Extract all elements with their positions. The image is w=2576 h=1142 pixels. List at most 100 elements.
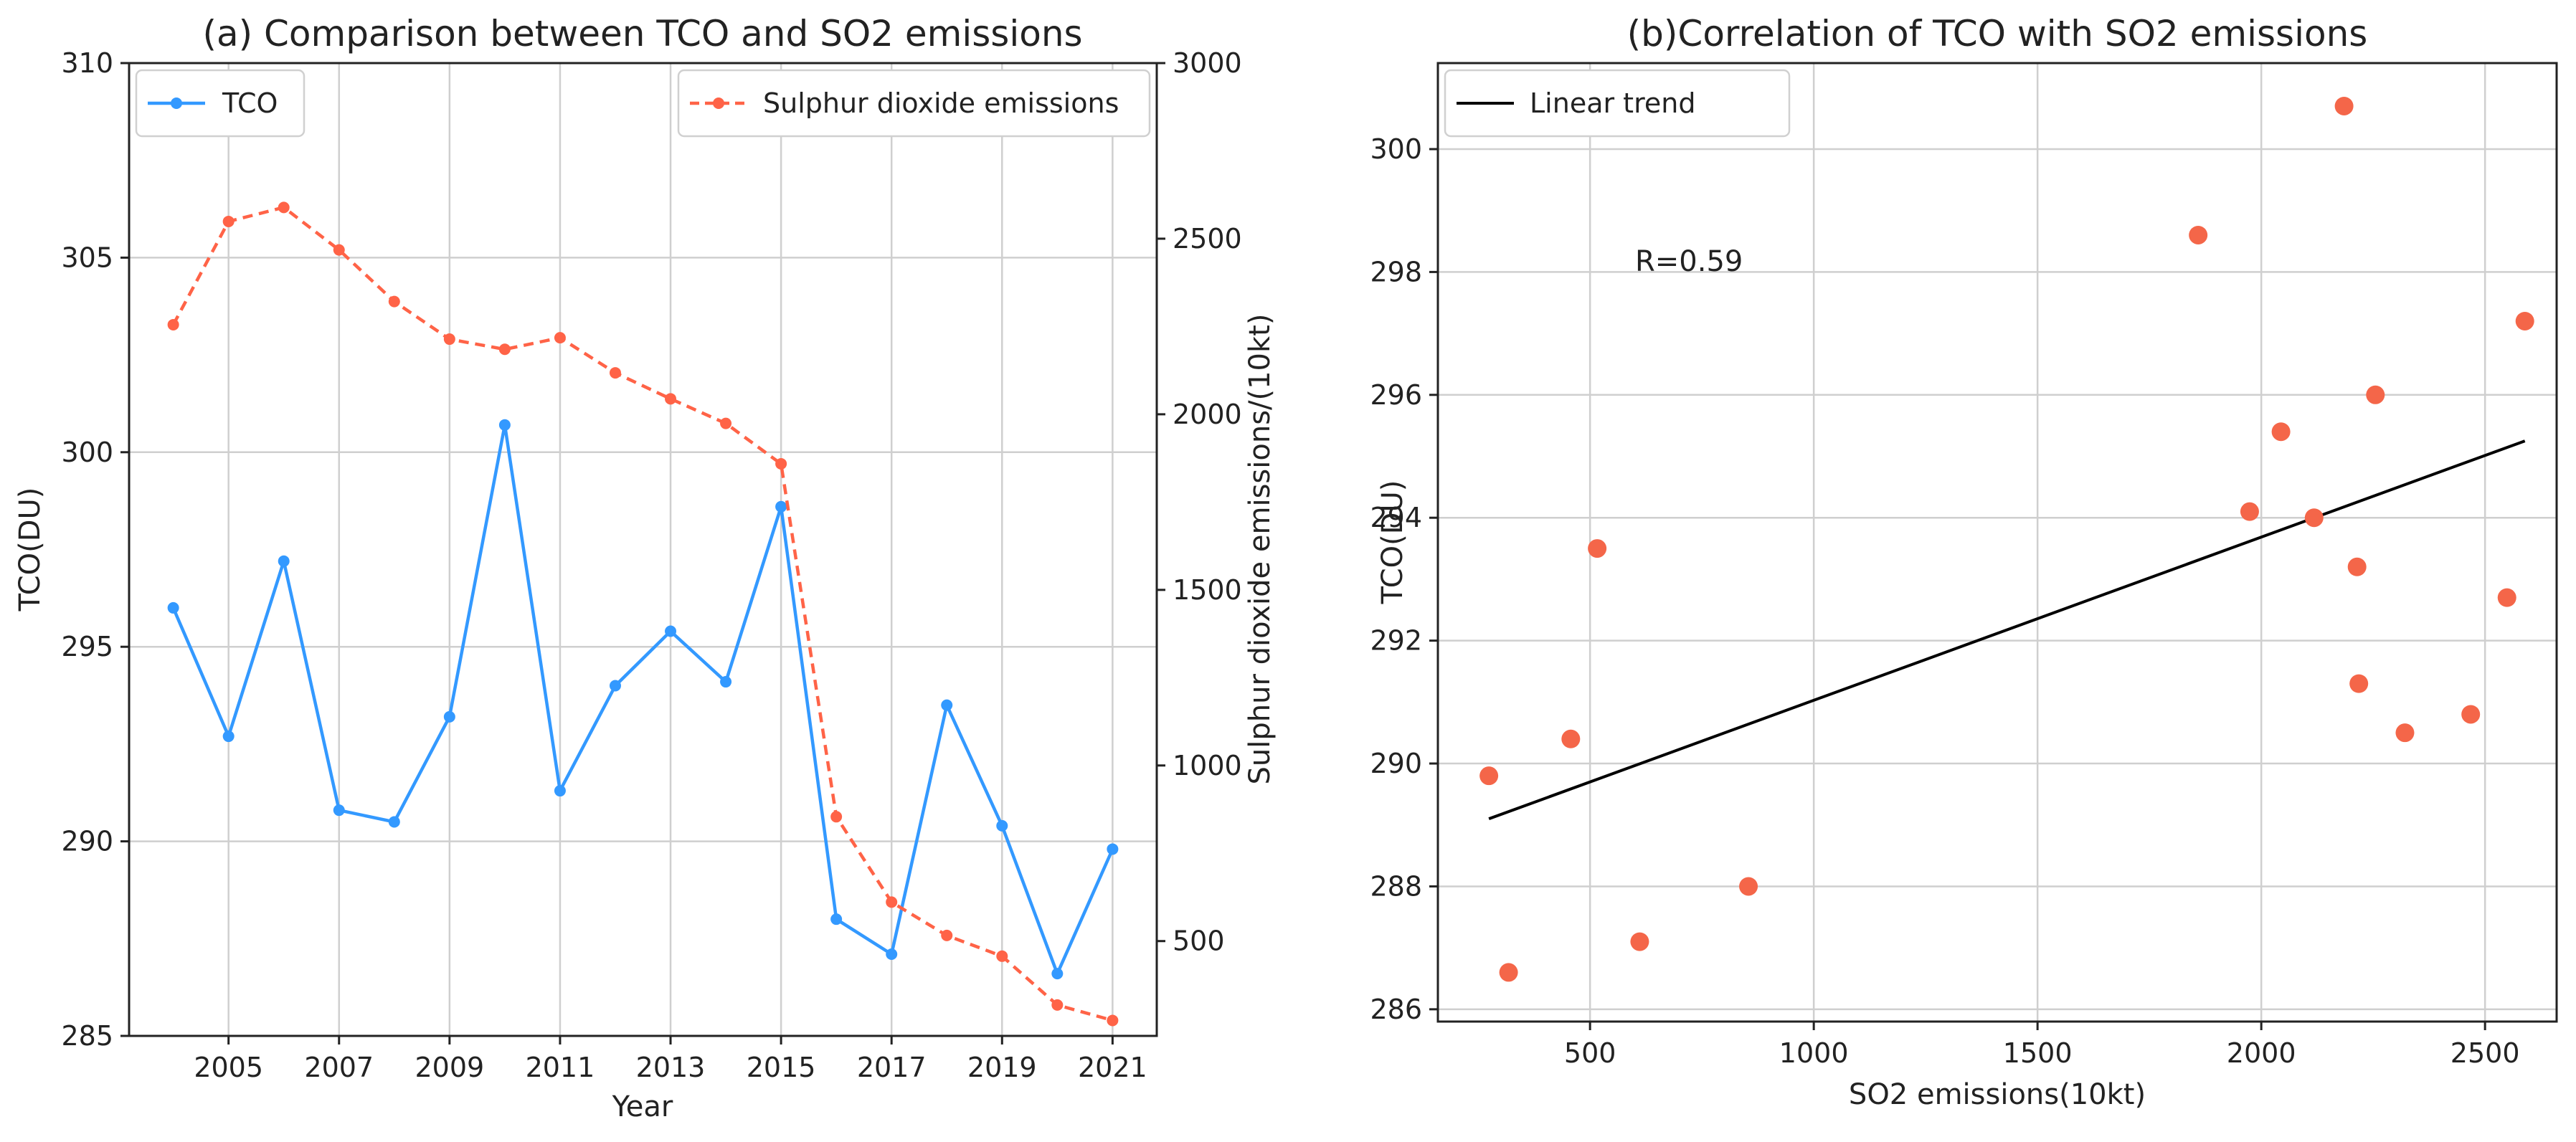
so2-data-point xyxy=(665,393,677,405)
linear-trend-line xyxy=(1488,439,2526,821)
tco-data-point xyxy=(886,948,898,961)
so2-data-point xyxy=(333,244,345,256)
y-tick-label: 310 xyxy=(61,47,113,79)
scatter-point xyxy=(1588,539,1607,558)
x-tick-label: 1000 xyxy=(1779,1037,1849,1069)
scatter-point xyxy=(2515,311,2534,330)
y-tick-label: 298 xyxy=(1370,256,1422,287)
y2-tick-label: 2000 xyxy=(1173,399,1242,430)
legend-marker-tco xyxy=(171,97,182,109)
tco-data-point xyxy=(941,699,953,711)
so2-data-point xyxy=(886,896,898,908)
so2-data-point xyxy=(167,318,179,330)
tco-data-point xyxy=(388,816,400,828)
tco-data-point xyxy=(609,680,621,692)
tco-data-point xyxy=(278,555,290,567)
tco-data-point xyxy=(167,601,179,614)
scatter-point xyxy=(2271,422,2291,442)
so2-data-point xyxy=(498,343,511,356)
panel-b-ticks: 500 1000 1500 2000 2500 286 288 290 292 294 296 298… xyxy=(1370,133,2519,1069)
tco-data-point xyxy=(333,804,345,817)
tco-data-point xyxy=(830,913,843,926)
x-tick-label: 2015 xyxy=(747,1052,816,1083)
tco-data-point xyxy=(222,731,235,743)
y-tick-label: 292 xyxy=(1370,625,1422,657)
tco-data-point xyxy=(443,710,455,723)
scatter-point xyxy=(1479,766,1499,786)
tco-data-point xyxy=(665,625,677,637)
so2-data-point xyxy=(996,950,1008,962)
scatter-point xyxy=(2334,96,2354,115)
y-tick-label: 286 xyxy=(1370,994,1422,1025)
so2-data-point xyxy=(1107,1014,1119,1027)
panel-b-legend: Linear trend xyxy=(1444,69,1791,138)
scatter-point xyxy=(2349,674,2369,693)
so2-data-point xyxy=(720,417,732,429)
panel-a-title: (a) Comparison between TCO and SO2 emiss… xyxy=(202,13,1082,54)
y-tick-label: 288 xyxy=(1370,870,1422,902)
y2-tick-label: 2500 xyxy=(1173,223,1242,254)
scatter-point xyxy=(1561,729,1581,748)
y2-tick-label: 3000 xyxy=(1173,47,1242,79)
scatter-point xyxy=(2461,705,2481,724)
panel-b-series xyxy=(1479,96,2534,982)
scatter-point xyxy=(2240,502,2259,521)
scatter-point xyxy=(2366,385,2385,404)
tco-data-point xyxy=(1107,843,1119,855)
x-tick-label: 2500 xyxy=(2450,1037,2520,1069)
y-tick-label: 296 xyxy=(1370,379,1422,411)
x-tick-label: 2009 xyxy=(415,1052,484,1083)
legend-label-tco: TCO xyxy=(222,87,278,119)
y-tick-label: 300 xyxy=(61,437,113,468)
so2-series-line xyxy=(171,206,1114,1022)
so2-data-point xyxy=(278,201,290,214)
y-tick-label: 290 xyxy=(1370,748,1422,779)
panel-a-legend-so2: Sulphur dioxide emissions xyxy=(677,69,1151,138)
scatter-point xyxy=(2347,557,2367,576)
x-tick-label: 2017 xyxy=(857,1052,927,1083)
x-tick-label: 2021 xyxy=(1078,1052,1147,1083)
y-tick-label: 300 xyxy=(1370,133,1422,165)
tco-data-point xyxy=(1051,968,1064,980)
tco-data-point xyxy=(775,500,787,513)
x-tick-label: 2000 xyxy=(2227,1037,2296,1069)
panel-a-ticks: 2005 2007 2009 2011 2013 2015 2017 2019 2021 285 2… xyxy=(61,47,1241,1083)
legend-label-so2: Sulphur dioxide emissions xyxy=(763,87,1119,119)
x-tick-label: 2019 xyxy=(967,1052,1037,1083)
scatter-point xyxy=(1739,877,1758,896)
x-tick-label: 2013 xyxy=(636,1052,706,1083)
panel-b-frame xyxy=(1436,62,2558,1023)
y2-tick-label: 1000 xyxy=(1173,750,1242,781)
scatter-point xyxy=(2497,588,2516,607)
tco-series-line xyxy=(171,423,1114,976)
panel-a-grid xyxy=(129,62,1157,1037)
x-tick-label: 2007 xyxy=(304,1052,374,1083)
y-tick-label: 290 xyxy=(61,826,113,857)
y-tick-label: 305 xyxy=(61,242,113,273)
panel-b-xlabel: SO2 emissions(10kt) xyxy=(1849,1078,2146,1111)
y-tick-label: 285 xyxy=(61,1020,113,1052)
scatter-point xyxy=(2189,225,2208,244)
panel-a-series xyxy=(167,201,1119,1027)
so2-data-point xyxy=(775,457,787,470)
legend-frame xyxy=(677,69,1151,138)
panel-b-title: (b)Correlation of TCO with SO2 emissions xyxy=(1627,13,2368,54)
y2-tick-label: 1500 xyxy=(1173,574,1242,606)
scatter-point xyxy=(2395,723,2415,743)
x-tick-label: 2005 xyxy=(194,1052,263,1083)
tco-data-point xyxy=(554,785,566,797)
x-tick-label: 1500 xyxy=(2003,1037,2073,1069)
y2-tick-label: 500 xyxy=(1173,926,1225,957)
scatter-point xyxy=(2304,508,2324,528)
panel-b-chart: 500 1000 1500 2000 2500 286 288 290 292 294 296 298… xyxy=(1370,13,2558,1111)
panel-a-xlabel: Year xyxy=(612,1090,673,1123)
so2-data-point xyxy=(443,333,455,346)
so2-data-point xyxy=(388,295,400,308)
scatter-point xyxy=(1630,932,1649,951)
x-tick-label: 500 xyxy=(1564,1037,1616,1069)
panel-a-y2label: Sulphur dioxide emissions/(10kt) xyxy=(1244,314,1277,785)
y-tick-label: 295 xyxy=(61,631,113,662)
so2-data-point xyxy=(830,811,843,823)
x-tick-label: 2011 xyxy=(526,1052,595,1083)
